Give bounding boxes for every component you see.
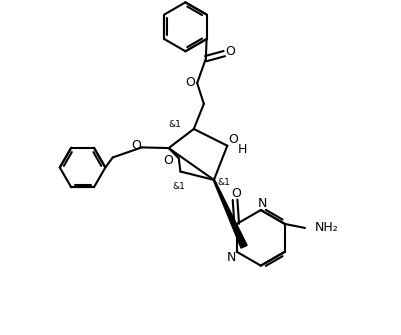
Text: NH₂: NH₂ bbox=[314, 221, 338, 234]
Text: O: O bbox=[164, 154, 174, 167]
Text: O: O bbox=[229, 133, 238, 145]
Text: O: O bbox=[131, 139, 141, 152]
Text: H: H bbox=[237, 143, 247, 155]
Polygon shape bbox=[213, 180, 247, 248]
Text: O: O bbox=[231, 187, 241, 200]
Text: O: O bbox=[186, 76, 195, 88]
Text: &1: &1 bbox=[217, 178, 230, 187]
Text: &1: &1 bbox=[172, 182, 185, 191]
Text: N: N bbox=[258, 197, 267, 210]
Text: O: O bbox=[225, 45, 235, 58]
Text: N: N bbox=[226, 251, 236, 264]
Text: &1: &1 bbox=[168, 121, 181, 129]
